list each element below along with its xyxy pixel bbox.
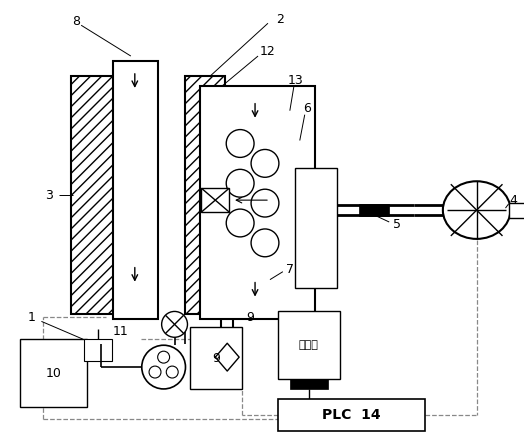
Bar xyxy=(190,327,242,389)
Text: 9: 9 xyxy=(213,352,220,365)
Circle shape xyxy=(226,130,254,157)
Circle shape xyxy=(166,366,178,378)
Bar xyxy=(200,86,315,319)
Text: 8: 8 xyxy=(72,15,80,28)
Bar xyxy=(290,379,328,389)
Circle shape xyxy=(226,209,254,237)
Circle shape xyxy=(226,169,254,197)
Circle shape xyxy=(149,366,161,378)
Bar xyxy=(510,203,525,218)
Bar xyxy=(278,311,339,379)
Text: 2: 2 xyxy=(276,13,284,26)
Circle shape xyxy=(142,345,186,389)
Text: 13: 13 xyxy=(288,74,304,87)
Ellipse shape xyxy=(443,181,510,239)
Text: PLC  14: PLC 14 xyxy=(322,408,381,422)
Bar xyxy=(359,204,389,216)
Circle shape xyxy=(158,351,169,363)
Circle shape xyxy=(251,189,279,217)
Bar xyxy=(295,168,337,288)
Bar xyxy=(186,76,225,315)
Bar xyxy=(113,61,158,319)
Circle shape xyxy=(251,149,279,177)
Text: 3: 3 xyxy=(45,189,53,202)
Text: 11: 11 xyxy=(113,325,129,338)
Bar xyxy=(278,399,425,431)
Text: 9: 9 xyxy=(246,311,254,324)
Text: 6: 6 xyxy=(303,102,311,115)
Bar xyxy=(71,76,151,315)
Text: 7: 7 xyxy=(286,263,294,276)
Text: 5: 5 xyxy=(393,218,401,232)
Text: 10: 10 xyxy=(45,366,61,380)
Circle shape xyxy=(161,311,187,337)
Text: 12: 12 xyxy=(260,45,276,58)
Circle shape xyxy=(251,229,279,257)
Text: 1: 1 xyxy=(27,311,35,324)
Text: 蒸馏水: 蒸馏水 xyxy=(299,340,319,350)
Bar xyxy=(19,339,87,407)
Bar xyxy=(201,188,229,212)
Text: 4: 4 xyxy=(510,194,518,206)
Bar xyxy=(84,339,112,361)
